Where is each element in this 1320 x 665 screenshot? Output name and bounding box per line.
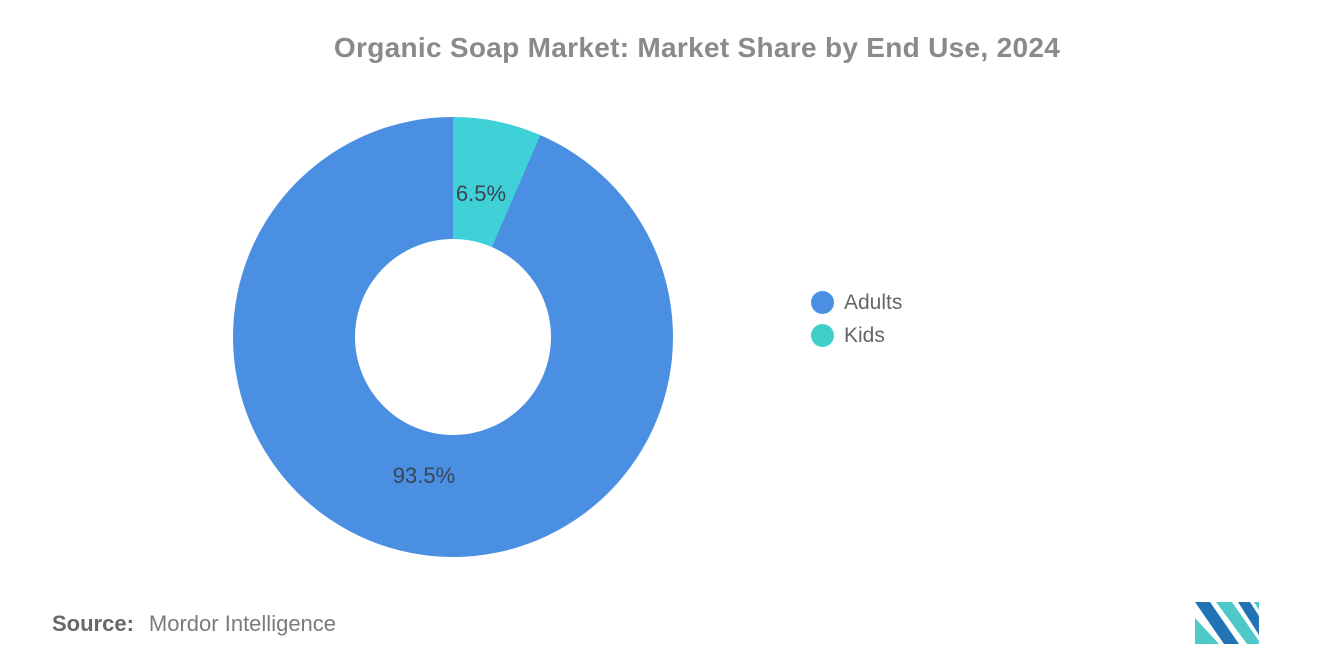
legend-label-kids: Kids xyxy=(844,323,885,347)
donut-chart-area: 6.5% 93.5% xyxy=(233,117,673,557)
chart-legend: Adults Kids xyxy=(811,286,902,352)
source-value: Mordor Intelligence xyxy=(148,611,337,636)
slice-label-adults: 93.5% xyxy=(392,463,456,488)
legend-dot-adults-icon xyxy=(811,291,834,314)
source-label: Source: xyxy=(52,611,134,636)
mordor-intelligence-logo-icon xyxy=(1195,602,1259,644)
legend-item-adults: Adults xyxy=(811,286,902,319)
legend-label-adults: Adults xyxy=(844,290,903,314)
chart-title: Organic Soap Market: Market Share by End… xyxy=(333,32,1061,63)
source-attribution: Source: Mordor Intelligence xyxy=(52,611,336,637)
legend-item-kids: Kids xyxy=(811,319,902,352)
legend-dot-kids-icon xyxy=(811,324,834,347)
donut-hole xyxy=(355,239,551,435)
slice-label-kids: 6.5% xyxy=(455,181,507,206)
